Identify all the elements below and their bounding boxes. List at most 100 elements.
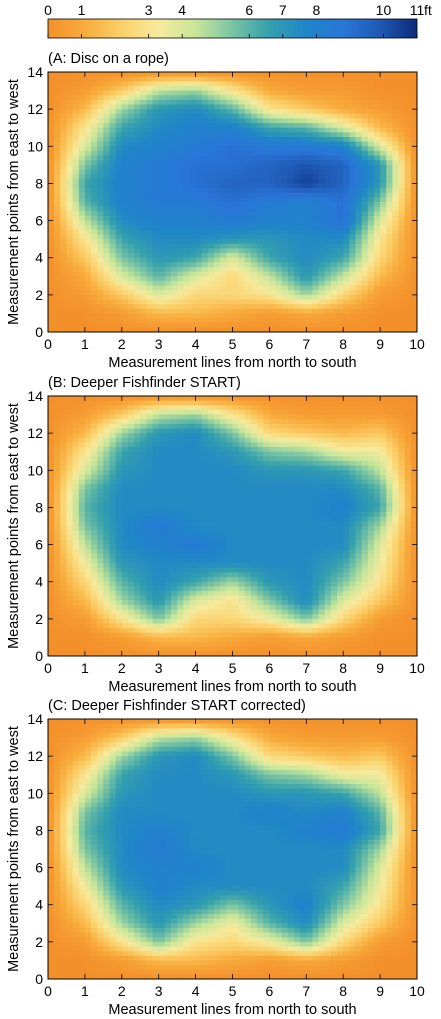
heatmap-cell <box>257 76 264 82</box>
heatmap-cell <box>373 197 381 203</box>
heatmap-cell <box>410 484 417 490</box>
heatmap-cell <box>127 253 135 259</box>
heatmap-cell <box>232 123 240 129</box>
heatmap-cell <box>367 479 375 485</box>
heatmap-cell <box>257 211 264 217</box>
heatmap-cell <box>349 109 357 115</box>
heatmap-cell <box>207 498 215 504</box>
heatmap-cell <box>195 271 203 277</box>
heatmap-cell <box>84 178 92 185</box>
heatmap-cell <box>343 474 350 481</box>
heatmap-cell <box>201 318 209 324</box>
heatmap-cell <box>269 405 277 411</box>
heatmap-cell <box>392 118 400 124</box>
heatmap-cell <box>244 202 252 208</box>
heatmap-cell <box>164 327 172 332</box>
heatmap-cell <box>269 414 277 420</box>
heatmap-cell <box>281 465 289 471</box>
heatmap-cell <box>269 150 277 157</box>
heatmap-cell <box>115 123 123 129</box>
heatmap-cell <box>103 211 111 217</box>
heatmap-cell <box>220 414 227 420</box>
heatmap-cell <box>257 253 264 259</box>
heatmap-cell <box>140 76 147 82</box>
heatmap-cell <box>306 220 314 226</box>
heatmap-cell <box>201 470 209 476</box>
heatmap-cell <box>146 155 154 161</box>
heatmap-cell <box>343 409 350 416</box>
heatmap-cell <box>244 164 252 171</box>
heatmap-cell <box>226 220 234 226</box>
heatmap-cell <box>306 141 314 147</box>
heatmap-cell <box>392 428 400 434</box>
heatmap-cell <box>109 327 117 332</box>
heatmap-cell <box>134 132 141 138</box>
heatmap-cell <box>349 474 357 481</box>
heatmap-cell <box>404 127 412 133</box>
heatmap-cell <box>398 146 406 152</box>
heatmap-cell <box>250 257 258 263</box>
heatmap-cell <box>158 155 166 161</box>
heatmap-cell <box>195 99 203 106</box>
heatmap-cell <box>171 400 178 406</box>
heatmap-cell <box>48 451 55 457</box>
heatmap-cell <box>140 488 147 495</box>
heatmap-cell <box>220 512 227 518</box>
heatmap-cell <box>312 155 320 161</box>
heatmap-cell <box>220 304 227 310</box>
heatmap-cell <box>220 169 227 175</box>
heatmap-cell <box>367 396 375 402</box>
heatmap-cell <box>367 308 375 315</box>
heatmap-cell <box>380 197 387 203</box>
heatmap-cell <box>238 442 246 448</box>
heatmap-cell <box>121 220 129 226</box>
heatmap-cell <box>177 294 184 301</box>
heatmap-cell <box>226 290 234 296</box>
heatmap-cell <box>287 174 295 180</box>
heatmap-cell <box>250 400 258 406</box>
heatmap-cell <box>392 202 400 208</box>
heatmap-cell <box>386 243 393 250</box>
heatmap-cell <box>60 118 68 124</box>
heatmap-cell <box>103 197 111 203</box>
heatmap-cell <box>140 405 147 411</box>
heatmap-cell <box>220 451 227 457</box>
heatmap-cell <box>281 405 289 411</box>
heatmap-cell <box>134 428 141 434</box>
heatmap-cell <box>121 474 129 481</box>
heatmap-cell <box>78 493 86 499</box>
heatmap-cell <box>392 498 400 504</box>
heatmap-cell <box>91 192 98 198</box>
heatmap-cell <box>152 253 160 259</box>
heatmap-cell <box>183 308 191 315</box>
heatmap-cell <box>410 498 417 504</box>
heatmap-cell <box>373 257 381 263</box>
heatmap-cell <box>324 405 332 411</box>
heatmap-cell <box>183 327 191 332</box>
heatmap-cell <box>214 474 221 481</box>
heatmap-cell <box>121 502 129 509</box>
heatmap-cell <box>152 211 160 217</box>
heatmap-cell <box>140 206 147 212</box>
heatmap-cell <box>294 447 301 453</box>
heatmap-cell <box>244 313 252 319</box>
heatmap-cell <box>72 502 80 509</box>
heatmap-cell <box>183 72 191 78</box>
heatmap-cell <box>238 234 246 240</box>
heatmap-cell <box>373 280 381 287</box>
heatmap-cell <box>306 294 314 301</box>
heatmap-cell <box>164 313 172 319</box>
heatmap-cell <box>232 318 240 324</box>
heatmap-cell <box>127 428 135 434</box>
heatmap-cell <box>189 160 197 166</box>
heatmap-cell <box>226 248 234 254</box>
heatmap-cell <box>183 280 191 287</box>
heatmap-cell <box>287 285 295 291</box>
heatmap-cell <box>367 474 375 481</box>
heatmap-cell <box>214 141 221 147</box>
heatmap-cell <box>349 90 357 96</box>
heatmap-cell <box>134 118 141 124</box>
heatmap-cell <box>337 271 344 277</box>
heatmap-cell <box>373 215 381 222</box>
heatmap-cell <box>306 304 314 310</box>
